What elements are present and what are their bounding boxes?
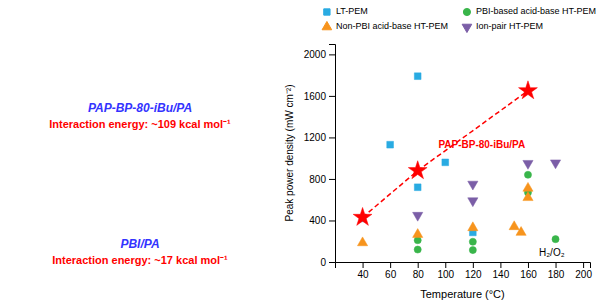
- y-tick-mark: [329, 220, 335, 221]
- x-axis-title: Temperature (°C): [420, 288, 504, 300]
- legend-symbol: [324, 9, 330, 15]
- x-tick: 160: [520, 262, 537, 280]
- y-tick: 2000: [304, 49, 335, 60]
- y-tick-mark: [329, 179, 335, 180]
- y-axis-line: [329, 45, 336, 263]
- y-axis: 0 400 800 1200 1600 2000: [304, 45, 336, 268]
- point: [468, 198, 478, 207]
- x-tick: 100: [437, 262, 454, 280]
- x-tick-label: 40: [358, 269, 370, 280]
- y-tick-mark: [329, 96, 335, 97]
- x-tick-label: 160: [520, 269, 537, 280]
- x-tick-mark: [418, 262, 419, 268]
- x-tick-mark: [473, 262, 474, 268]
- x-tick-mark: [390, 262, 391, 268]
- x-tick: 180: [548, 262, 565, 280]
- legend-label: Non-PBI acid-base HT-PEM: [336, 21, 448, 31]
- point: [413, 229, 423, 238]
- point: [468, 222, 478, 231]
- x-tick-mark: [445, 262, 446, 268]
- x-tick-label: 200: [575, 269, 592, 280]
- plot-area: [353, 73, 560, 254]
- y-tick: 0: [320, 257, 335, 268]
- x-tick-label: 120: [465, 269, 482, 280]
- point: [468, 181, 478, 190]
- point: [524, 171, 531, 178]
- point: [387, 141, 394, 148]
- point: [519, 81, 538, 99]
- y-tick: 1600: [304, 91, 335, 102]
- legend-item: PBI-based acid-base HT-PEM: [463, 6, 596, 16]
- point: [442, 159, 449, 166]
- legend-label: PBI-based acid-base HT-PEM: [476, 6, 596, 16]
- point: [523, 192, 533, 201]
- y-tick-mark: [329, 54, 335, 55]
- legend-item: Ion-pair HT-PEM: [462, 21, 543, 32]
- legend-label: LT-PEM: [336, 6, 368, 16]
- point: [552, 236, 559, 243]
- point: [414, 237, 421, 244]
- point: [414, 246, 421, 253]
- point: [357, 237, 367, 246]
- annotation: Interaction energy: ~109 kcal mol⁻¹: [49, 118, 231, 130]
- x-tick-mark: [583, 262, 584, 268]
- point: [509, 221, 519, 230]
- point: [523, 182, 533, 191]
- y-tick-label: 400: [309, 215, 326, 226]
- y-tick-label: 0: [320, 257, 326, 268]
- x-tick-mark: [528, 262, 529, 268]
- point: [353, 207, 372, 225]
- x-axis: 40 60 80 100 120 140 160 180 200: [336, 262, 593, 280]
- x-tick-label: 80: [413, 269, 425, 280]
- annotation: PAP-BP-80-iBu/PA: [438, 139, 525, 150]
- point: [469, 238, 476, 245]
- x-tick: 200: [575, 262, 592, 280]
- x-tick: 80: [413, 262, 425, 280]
- chart: 4060801001201401601802000400800120016002…: [0, 0, 600, 304]
- legend-label: Ion-pair HT-PEM: [476, 21, 543, 31]
- y-tick-label: 800: [309, 174, 326, 185]
- x-tick-label: 180: [548, 269, 565, 280]
- x-tick-mark: [500, 262, 501, 268]
- point: [550, 160, 560, 169]
- y-tick: 800: [309, 174, 335, 185]
- annotation: H₂/O₂: [539, 247, 565, 258]
- x-tick-mark: [363, 262, 364, 268]
- y-tick-mark: [329, 137, 335, 138]
- annotation: PBI/PA: [120, 237, 159, 251]
- point: [523, 160, 533, 169]
- x-tick: 120: [465, 262, 482, 280]
- annotation: PAP-BP-80-iBu/PA: [88, 101, 192, 115]
- series-line: [363, 91, 528, 218]
- y-tick: 1200: [304, 132, 335, 143]
- y-axis-title: Peak power density (mW cm⁻²): [284, 85, 295, 222]
- annotations: PAP-BP-80-iBu/PA H₂/O₂ PAP-BP-80-iBu/PA Int…: [49, 101, 564, 266]
- legend-symbol: [463, 8, 470, 15]
- y-tick-label: 1200: [304, 132, 327, 143]
- point: [469, 246, 476, 253]
- x-tick: 40: [358, 262, 370, 280]
- x-tick: 140: [493, 262, 510, 280]
- point: [413, 212, 423, 221]
- x-axis-line: [336, 263, 591, 269]
- y-tick-label: 2000: [304, 49, 327, 60]
- legend-symbol: [462, 24, 472, 32]
- y-tick-label: 1600: [304, 91, 327, 102]
- legend: LT-PEM PBI-based acid-base HT-PEM Non-PBI …: [322, 6, 596, 32]
- y-tick: 400: [309, 215, 335, 226]
- x-tick-label: 60: [385, 269, 397, 280]
- point: [516, 227, 526, 236]
- point: [408, 161, 427, 179]
- legend-symbol: [322, 21, 332, 29]
- point: [414, 73, 421, 80]
- annotation: Interaction energy: ~17 kcal mol⁻¹: [52, 254, 228, 266]
- x-tick-label: 140: [493, 269, 510, 280]
- point: [414, 184, 421, 191]
- legend-item: Non-PBI acid-base HT-PEM: [322, 21, 448, 31]
- legend-item: LT-PEM: [324, 6, 368, 16]
- x-tick-mark: [556, 262, 557, 268]
- x-tick-label: 100: [437, 269, 454, 280]
- y-tick-mark: [329, 262, 335, 263]
- x-tick: 60: [385, 262, 397, 280]
